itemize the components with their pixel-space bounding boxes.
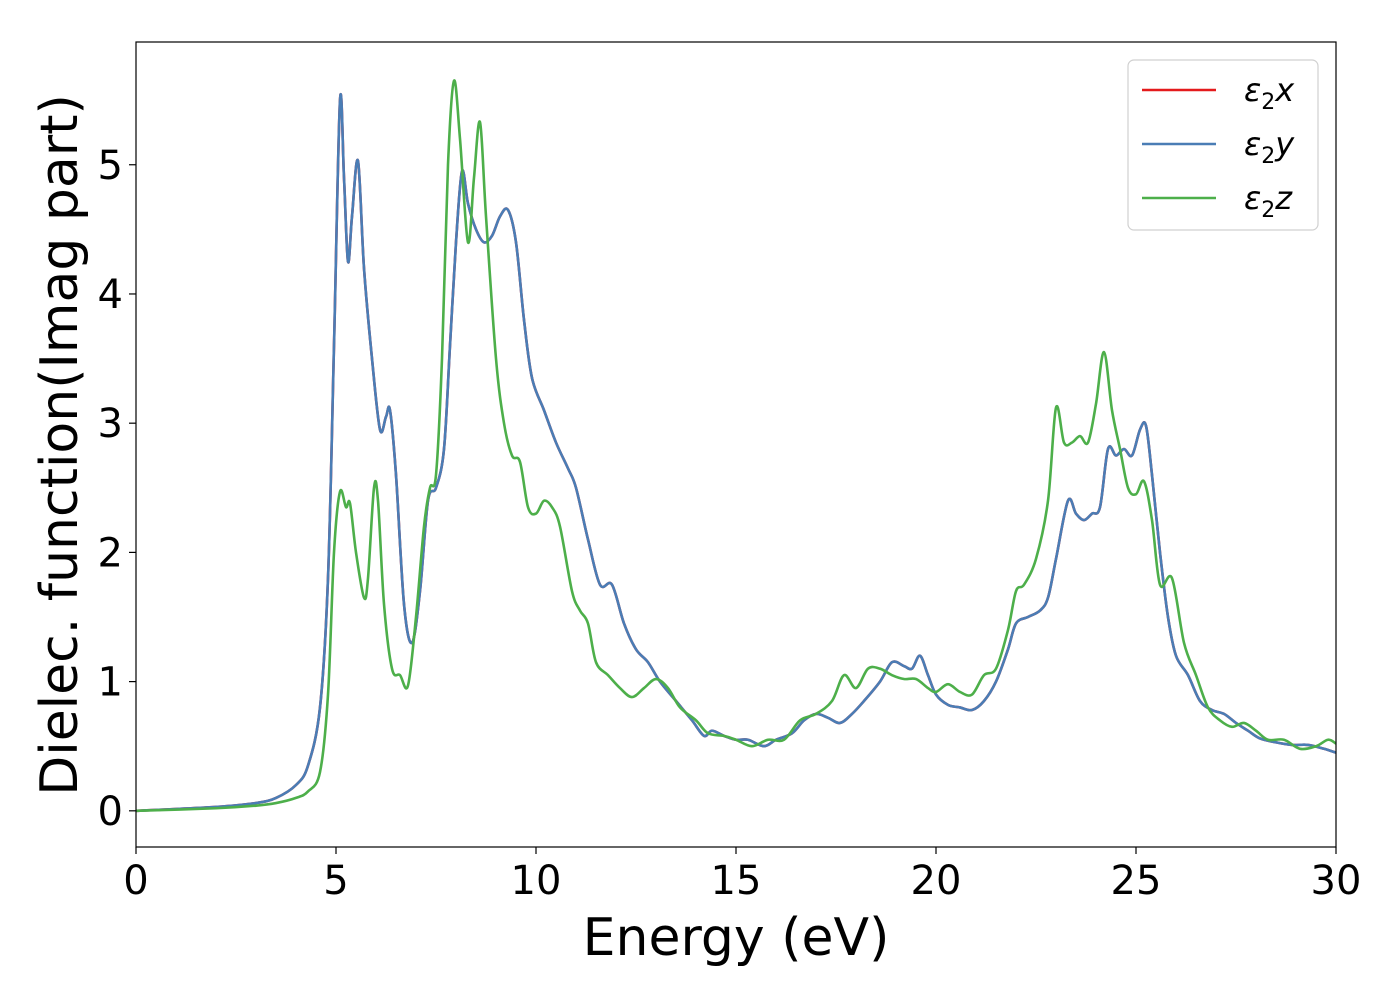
x-axis-label: Energy (eV) [583,908,890,968]
y-tick-label: 0 [98,789,123,835]
y-tick-label: 1 [98,660,123,706]
legend-item-y: ε2y [1142,125,1295,169]
y-tick-label: 4 [98,272,123,318]
legend-label: ε2x [1244,71,1295,115]
legend-item-x: ε2x [1142,71,1295,115]
x-tick-label: 15 [711,858,762,904]
series-line-y [136,93,1336,813]
x-tick-label: 10 [511,858,562,904]
legend-label: ε2y [1244,125,1295,169]
legend-label: ε2z [1244,179,1293,223]
legend-box [1127,59,1319,231]
x-tick-label: 25 [1111,858,1162,904]
y-tick-label: 3 [98,401,123,447]
y-tick-label: 5 [98,143,123,189]
y-tick-label: 2 [98,530,123,576]
x-tick-label: 20 [911,858,962,904]
series-layer [136,79,1336,813]
y-axis-ticks: 0 1 2 3 4 5 [98,143,136,835]
x-tick-label: 30 [1311,858,1362,904]
series-line-z [136,79,1336,813]
y-axis-label: Dielec. function(Imag part) [30,94,90,796]
legend: ε2x ε2y ε2z [1127,59,1319,231]
x-axis-ticks: 0 5 10 15 20 25 30 [123,847,1361,904]
x-tick-label: 5 [323,858,348,904]
legend-item-z: ε2z [1142,179,1293,223]
x-tick-label: 0 [123,858,148,904]
